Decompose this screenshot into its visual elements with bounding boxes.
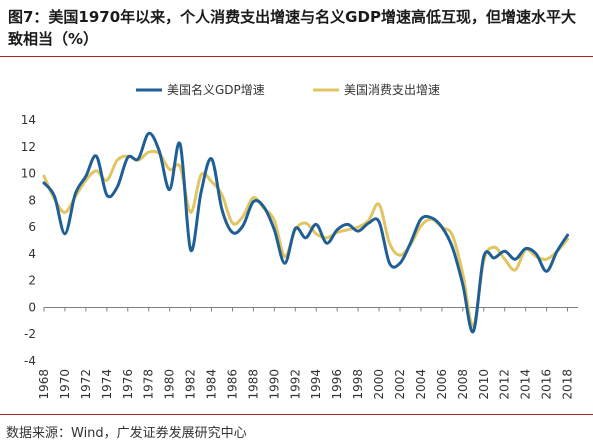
x-tick-label: 2018 (561, 369, 575, 400)
x-tick-label: 2004 (414, 369, 428, 400)
x-tick-label: 1998 (351, 369, 365, 400)
legend-item-gdp: 美国名义GDP增速 (136, 82, 265, 97)
legend-label: 美国消费支出增速 (344, 83, 440, 97)
y-tick-label: 4 (28, 247, 36, 261)
y-tick-label: -2 (24, 327, 36, 341)
y-tick-label: 14 (21, 113, 36, 127)
x-tick-label: 2006 (435, 369, 449, 400)
source-note: 数据来源：Wind，广发证券发展研究中心 (6, 426, 247, 441)
x-tick-label: 1982 (184, 369, 198, 400)
legend-label: 美国名义GDP增速 (167, 82, 265, 97)
x-tick-label: 1990 (267, 369, 281, 400)
chart-title: 图7：美国1970年以来，个人消费支出增速与名义GDP增速高低互现，但增速水平大… (8, 8, 576, 48)
y-tick-label: 0 (28, 300, 36, 314)
x-tick-label: 2008 (456, 369, 470, 400)
y-tick-label: 6 (28, 220, 36, 234)
line-chart: -4 -2 0 2 4 6 8 10 12 14 1968 1970 1972 1974 1976 1978 1… (21, 82, 578, 400)
x-tick-label: 1972 (79, 369, 93, 400)
x-tick-label: 1988 (246, 369, 260, 400)
legend-item-pce: 美国消费支出增速 (313, 83, 440, 97)
y-tick-label: 8 (28, 193, 36, 207)
y-tick-label: 12 (21, 140, 36, 154)
x-tick-label: 1976 (121, 369, 135, 400)
x-tick-label: 1970 (58, 369, 72, 400)
title-rule (0, 56, 593, 57)
y-tick-label: 10 (21, 167, 36, 181)
x-tick-label: 1994 (309, 369, 323, 400)
x-tick-label: 1968 (37, 369, 51, 400)
x-tick-label: 1984 (205, 369, 219, 400)
x-tick-label: 1980 (163, 369, 177, 400)
x-tick-label: 1978 (142, 369, 156, 400)
x-tick-label: 2014 (519, 369, 533, 400)
series-line-gdp (42, 131, 570, 334)
y-tick-label: 2 (28, 274, 36, 288)
x-tick-label: 1992 (288, 369, 302, 400)
x-tick-label: 2012 (498, 369, 512, 400)
x-tick-label: 1986 (225, 369, 239, 400)
x-tick-label: 2000 (372, 369, 386, 400)
source-rule (0, 414, 593, 415)
x-tick-label: 2002 (393, 369, 407, 400)
x-tick-label: 2010 (477, 369, 491, 400)
x-tick-label: 2016 (540, 369, 554, 400)
x-tick-label: 1996 (330, 369, 344, 400)
x-tick-label: 1974 (100, 369, 114, 400)
y-tick-label: -4 (24, 354, 36, 368)
